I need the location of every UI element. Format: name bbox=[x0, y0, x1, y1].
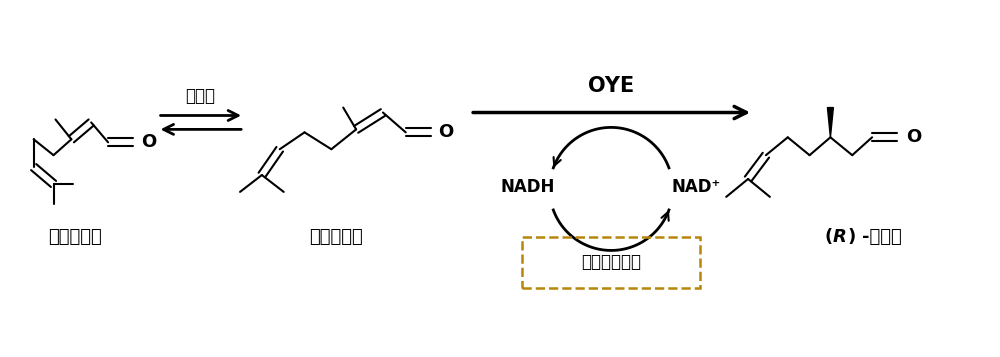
Text: OYE: OYE bbox=[588, 76, 634, 96]
Text: 反式柠檬鉔: 反式柠檬鉔 bbox=[309, 227, 363, 246]
Text: NAD⁺: NAD⁺ bbox=[672, 178, 721, 196]
Polygon shape bbox=[827, 107, 833, 137]
Text: O: O bbox=[141, 133, 156, 151]
Text: NADH: NADH bbox=[501, 178, 555, 196]
Text: 氨基酸: 氨基酸 bbox=[185, 87, 215, 105]
Text: 顺式柠檬鉔: 顺式柠檬鉔 bbox=[48, 227, 102, 246]
Text: O: O bbox=[906, 128, 921, 146]
Text: ): ) bbox=[847, 227, 856, 246]
Text: (: ( bbox=[824, 227, 832, 246]
Text: R: R bbox=[832, 227, 846, 246]
Text: 辅酶循环系统: 辅酶循环系统 bbox=[581, 253, 641, 271]
Text: -香茱鉔: -香茱鉔 bbox=[862, 227, 902, 246]
Text: O: O bbox=[438, 124, 454, 141]
